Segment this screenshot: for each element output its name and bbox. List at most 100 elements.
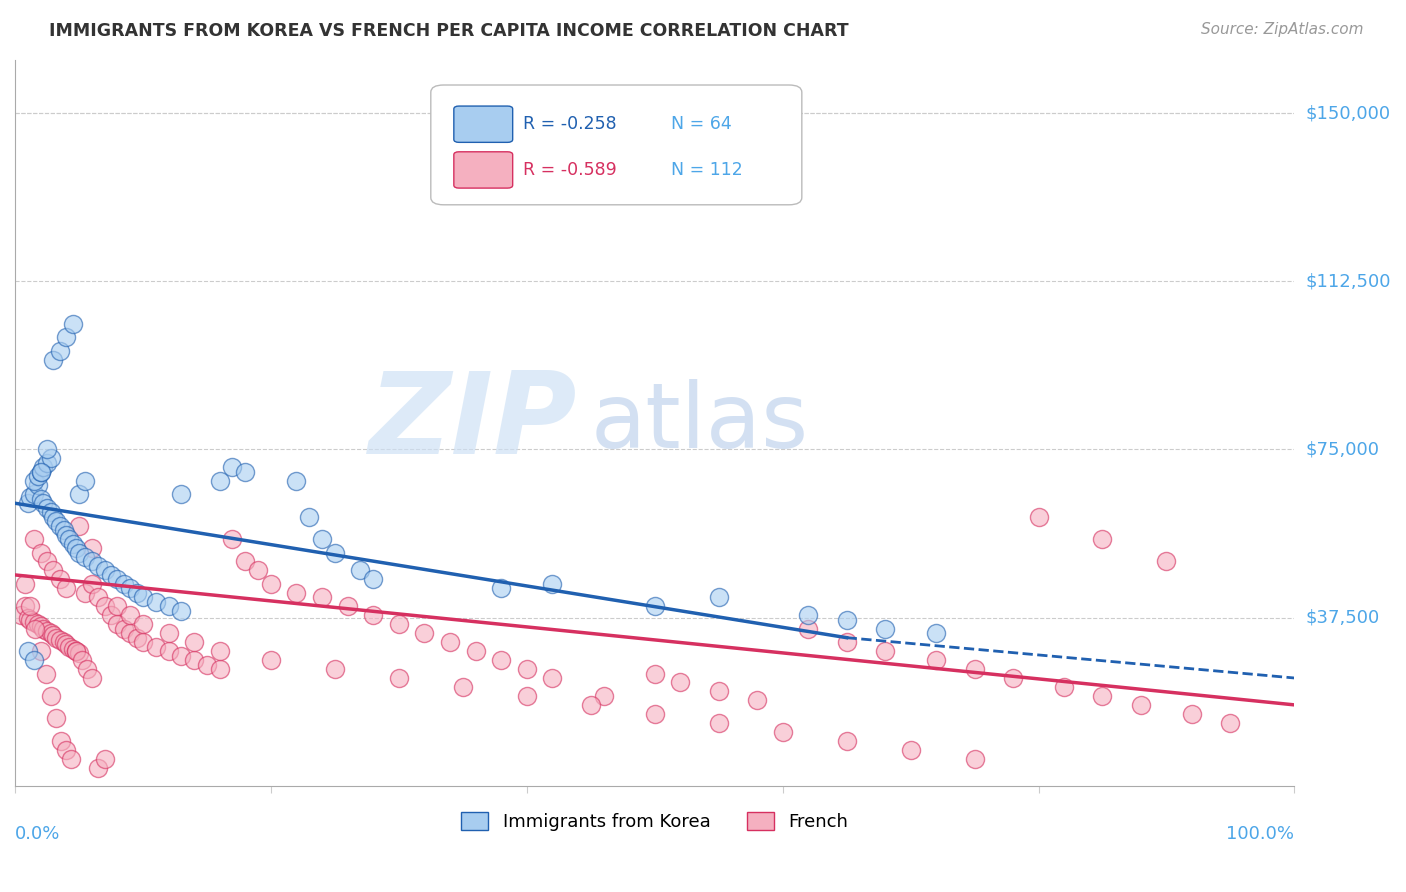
Point [1053,680,1076,694]
Point [67,518,90,533]
Point [963,752,986,766]
Point [49,518,72,533]
Point [925,626,948,640]
Point [157,644,180,658]
Text: R = -0.589: R = -0.589 [523,161,617,179]
Point [20,490,42,504]
Point [105,617,128,632]
Point [298,509,321,524]
Point [55,637,77,651]
Point [132,635,155,649]
Point [75,474,97,488]
Point [323,662,346,676]
FancyBboxPatch shape [454,106,513,143]
Point [20,613,42,627]
Point [32,496,55,510]
Point [707,715,730,730]
Point [27,617,49,632]
Point [30,644,52,658]
Point [49,632,72,647]
Point [87,558,110,573]
Point [221,460,243,475]
Point [30,465,52,479]
Point [35,500,58,515]
Point [361,573,384,587]
Point [55,527,77,541]
Point [233,554,256,568]
Point [260,577,283,591]
Point [120,582,142,596]
Point [20,599,42,614]
Point [49,573,72,587]
Point [132,591,155,605]
Point [32,622,55,636]
Point [14,577,37,591]
Point [42,564,65,578]
Point [644,706,666,721]
Point [32,460,55,475]
Point [112,622,135,636]
Point [451,680,474,694]
Point [93,599,115,614]
Point [22,653,45,667]
Point [60,752,83,766]
Point [1091,689,1114,703]
Point [835,613,858,627]
Point [80,541,103,555]
Point [42,628,65,642]
Point [112,577,135,591]
Point [260,653,283,667]
Point [76,662,98,676]
Text: $150,000: $150,000 [1306,104,1391,122]
Text: ZIP: ZIP [370,368,578,478]
Point [42,509,65,524]
Point [105,599,128,614]
Point [17,644,39,658]
Point [49,733,72,747]
Point [67,545,90,559]
Text: Source: ZipAtlas.com: Source: ZipAtlas.com [1201,22,1364,37]
Point [170,604,193,618]
Point [125,586,148,600]
Point [87,761,110,775]
Point [45,514,67,528]
Point [1028,509,1050,524]
Point [1156,554,1178,568]
Point [183,653,205,667]
Text: atlas: atlas [591,378,808,467]
Point [80,554,103,568]
Point [1219,715,1241,730]
Point [541,671,564,685]
Point [24,622,46,636]
Point [835,733,858,747]
FancyBboxPatch shape [430,85,801,205]
Point [17,496,39,510]
Point [208,474,231,488]
Point [70,653,93,667]
Point [30,545,52,559]
Point [361,608,384,623]
Point [183,635,205,649]
Point [592,689,614,703]
Point [311,532,333,546]
Point [22,474,45,488]
Point [62,536,84,550]
Point [157,626,180,640]
Point [27,478,49,492]
Legend: Immigrants from Korea, French: Immigrants from Korea, French [454,805,855,838]
Point [247,564,270,578]
Point [55,582,77,596]
Point [67,487,90,501]
Text: $37,500: $37,500 [1306,608,1379,626]
Point [285,586,308,600]
Point [132,617,155,632]
Point [900,742,922,756]
Point [52,523,75,537]
Point [22,615,45,629]
Point [45,631,67,645]
Point [797,622,820,636]
Point [30,619,52,633]
Point [17,610,39,624]
Point [55,742,77,756]
Point [45,711,67,725]
